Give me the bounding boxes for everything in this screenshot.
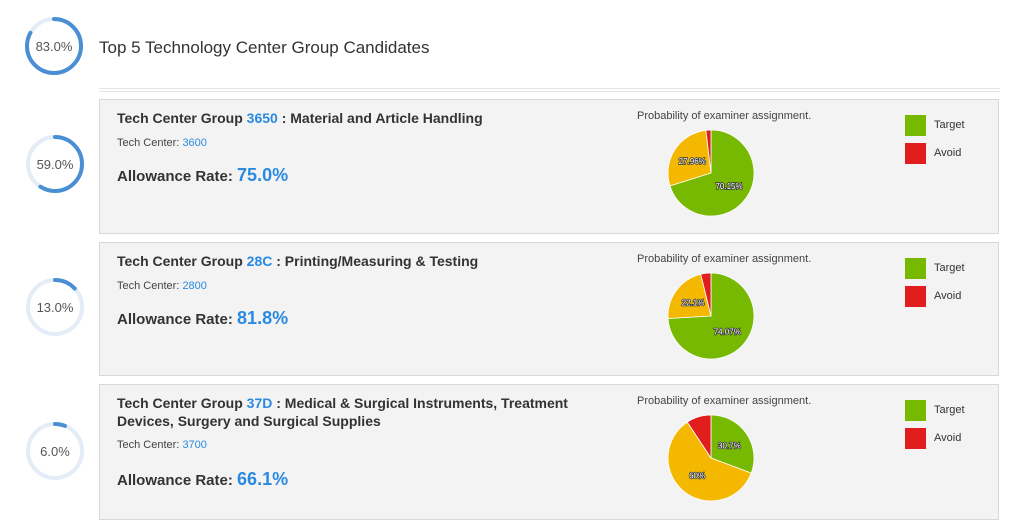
header-divider — [99, 88, 1000, 89]
tech-center-link[interactable]: 3700 — [182, 439, 207, 451]
candidate-score-ring-graphic — [26, 422, 84, 480]
allowance-label: Allowance Rate: — [117, 472, 233, 489]
legend-avoid-swatch — [905, 286, 926, 307]
candidate-title: Tech Center Group 37D : Medical & Surgic… — [117, 394, 587, 430]
tech-center-line: Tech Center: 3700 — [117, 439, 207, 451]
legend-target-label: Target — [934, 404, 965, 416]
pie-label-target: 74.07% — [714, 327, 741, 336]
group-name: : Material and Article Handling — [281, 110, 483, 126]
legend-target-swatch — [905, 258, 926, 279]
tech-center-label: Tech Center: — [117, 137, 180, 149]
group-name: : Printing/Measuring & Testing — [276, 253, 479, 269]
pie-label-neutral: 22.1% — [682, 299, 705, 308]
allowance-rate-line: Allowance Rate: 66.1% — [117, 469, 288, 490]
allowance-rate-line: Allowance Rate: 75.0% — [117, 165, 288, 186]
tech-center-label: Tech Center: — [117, 439, 180, 451]
overall-score-value: 83.0% — [35, 38, 73, 54]
candidate-score-value: 13.0% — [36, 299, 74, 315]
group-code-link[interactable]: 37D — [246, 395, 273, 411]
candidate-score-ring: 6.0% — [24, 420, 86, 482]
pie-label-target: 70.15% — [715, 182, 742, 191]
legend-avoid-label: Avoid — [934, 432, 962, 444]
pie-slice-neutral — [667, 129, 712, 187]
allowance-label: Allowance Rate: — [117, 168, 233, 185]
allowance-rate-value: 81.8% — [237, 308, 289, 328]
allowance-rate-line: Allowance Rate: 81.8% — [117, 308, 288, 329]
pie-slice-target — [669, 129, 755, 217]
candidate-title: Tech Center Group 3650 : Material and Ar… — [117, 109, 587, 127]
legend-target-label: Target — [934, 262, 965, 274]
candidate-score-ring: 59.0% — [24, 133, 86, 195]
allowance-label: Allowance Rate: — [117, 311, 233, 328]
candidate-score-ring: 13.0% — [24, 276, 86, 338]
candidate-score-ring-graphic — [26, 278, 84, 336]
legend-avoid-swatch — [905, 428, 926, 449]
pie-slice-avoid — [700, 272, 712, 317]
candidate-score-ring-graphic — [26, 135, 84, 193]
tech-center-label: Tech Center: — [117, 280, 180, 292]
pie-slice-target — [667, 272, 755, 360]
pie-label-neutral: 60% — [689, 471, 705, 480]
candidate-score-value: 59.0% — [36, 156, 74, 172]
assignment-pie-chart: 74.07% 22.1% — [667, 272, 755, 360]
pie-label-target: 30.7% — [718, 441, 741, 450]
pie-slice-neutral — [667, 421, 752, 502]
title-prefix: Tech Center Group — [117, 110, 243, 126]
candidate-card[interactable]: Tech Center Group 37D : Medical & Surgic… — [99, 384, 999, 520]
tech-center-line: Tech Center: 3600 — [117, 137, 207, 149]
pie-slice-avoid — [705, 129, 712, 174]
header-divider-secondary — [99, 91, 1000, 92]
pie-slice-neutral — [667, 273, 712, 319]
legend-avoid-swatch — [905, 143, 926, 164]
probability-caption: Probability of examiner assignment. — [637, 395, 812, 407]
assignment-pie-chart: 70.15% 27.96% — [667, 129, 755, 217]
group-name: : Medical & Surgical Instruments, Treatm… — [117, 395, 568, 429]
legend-avoid-label: Avoid — [934, 147, 962, 159]
legend-target-swatch — [905, 400, 926, 421]
tech-center-link[interactable]: 2800 — [182, 280, 207, 292]
tech-center-line: Tech Center: 2800 — [117, 280, 207, 292]
candidate-score-value: 6.0% — [40, 443, 70, 459]
overall-score-ring-graphic — [25, 17, 83, 75]
group-code-link[interactable]: 28C — [246, 253, 273, 269]
allowance-rate-value: 75.0% — [237, 165, 289, 185]
page-title: Top 5 Technology Center Group Candidates — [99, 38, 430, 57]
title-prefix: Tech Center Group — [117, 253, 243, 269]
pie-slice-target — [710, 414, 755, 474]
group-code-link[interactable]: 3650 — [246, 110, 278, 126]
pie-slice-avoid — [686, 414, 712, 460]
legend-avoid-label: Avoid — [934, 290, 962, 302]
candidate-card[interactable]: Tech Center Group 3650 : Material and Ar… — [99, 99, 999, 234]
allowance-rate-value: 66.1% — [237, 469, 289, 489]
tech-center-link[interactable]: 3600 — [182, 137, 207, 149]
title-prefix: Tech Center Group — [117, 395, 243, 411]
overall-score-ring: 83.0% — [23, 15, 85, 77]
candidate-title: Tech Center Group 28C : Printing/Measuri… — [117, 252, 587, 270]
candidate-card[interactable]: Tech Center Group 28C : Printing/Measuri… — [99, 242, 999, 376]
probability-caption: Probability of examiner assignment. — [637, 253, 812, 265]
legend-target-swatch — [905, 115, 926, 136]
assignment-pie-chart: 30.7% 60% — [667, 414, 755, 502]
legend-target-label: Target — [934, 119, 965, 131]
probability-caption: Probability of examiner assignment. — [637, 110, 812, 122]
pie-label-neutral: 27.96% — [679, 157, 706, 166]
